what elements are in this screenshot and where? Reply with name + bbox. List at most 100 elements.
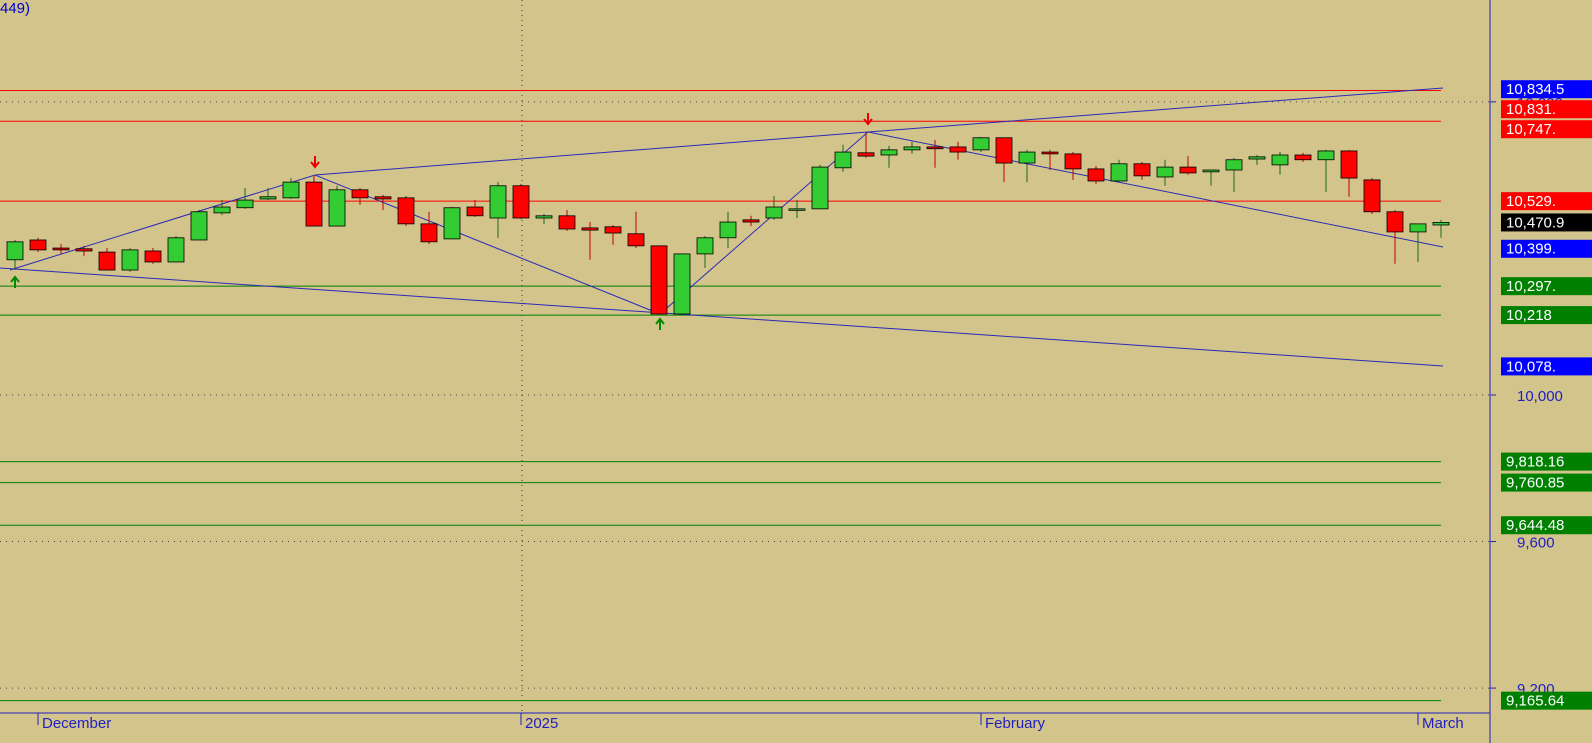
candle-body xyxy=(719,221,737,239)
candle-body xyxy=(1064,153,1082,170)
price-label-box xyxy=(1501,306,1592,325)
price-label-box xyxy=(1501,473,1592,492)
candle-body xyxy=(972,137,990,151)
candle-body xyxy=(98,251,116,271)
candle-body xyxy=(811,166,829,210)
price-label-box xyxy=(1501,277,1592,296)
sell-arrow xyxy=(863,113,873,126)
candle-body xyxy=(75,248,93,252)
price-label: 10,831. xyxy=(1506,101,1556,118)
candle-body xyxy=(903,146,921,151)
candle-body xyxy=(1087,168,1105,182)
candle-body xyxy=(1294,154,1312,161)
candle-body xyxy=(1271,154,1289,166)
x-tick-label: February xyxy=(985,715,1046,732)
candle-body xyxy=(1317,150,1335,161)
candle-body xyxy=(213,206,231,214)
candle-body xyxy=(1432,222,1450,226)
candle-body xyxy=(1156,166,1174,178)
candle-body xyxy=(443,207,461,240)
candle-body xyxy=(512,185,530,219)
price-label-box xyxy=(1501,100,1592,119)
candle-body xyxy=(259,196,277,200)
x-tick-label: December xyxy=(42,715,111,732)
candle-body xyxy=(1110,163,1128,182)
chart-title: 449) xyxy=(0,0,30,17)
candle-body xyxy=(949,146,967,153)
candle-body xyxy=(535,215,553,219)
candle-body xyxy=(926,146,944,150)
candle-body xyxy=(6,241,24,261)
candle-body xyxy=(673,253,691,315)
y-tick-label: 9,600 xyxy=(1517,534,1555,551)
price-label: 10,529. xyxy=(1506,193,1556,210)
candle-body xyxy=(604,226,622,234)
candle-body xyxy=(1248,156,1266,160)
price-label: 10,399. xyxy=(1506,241,1556,258)
candle-body xyxy=(167,237,185,263)
candles xyxy=(6,131,1450,316)
candle-body xyxy=(1133,163,1151,177)
price-label: 10,834.5 xyxy=(1506,81,1564,98)
price-label-box xyxy=(1501,452,1592,471)
candle-body xyxy=(650,245,668,315)
buy-arrow xyxy=(10,275,20,288)
candle-body xyxy=(627,233,645,247)
candle-body xyxy=(1409,223,1427,233)
candle-body xyxy=(190,211,208,241)
candle-body xyxy=(581,227,599,231)
price-label-box xyxy=(1501,192,1592,211)
signals xyxy=(10,113,873,330)
candle-body xyxy=(466,206,484,217)
candle-body xyxy=(765,206,783,219)
candle-body xyxy=(696,237,714,255)
price-label: 10,747. xyxy=(1506,121,1556,138)
candle-body xyxy=(995,137,1013,164)
candle-body xyxy=(121,249,139,271)
candle-body xyxy=(1386,211,1404,233)
price-label: 10,297. xyxy=(1506,278,1556,295)
price-label-box xyxy=(1501,213,1592,232)
lower-channel xyxy=(0,267,1444,367)
price-label-box xyxy=(1501,120,1592,139)
candle-body xyxy=(788,208,806,211)
price-label: 9,165.64 xyxy=(1506,693,1564,710)
price-label: 10,470.9 xyxy=(1506,214,1564,231)
candle-body xyxy=(834,151,852,169)
candle-body xyxy=(305,181,323,227)
candle-body xyxy=(420,223,438,243)
x-tick-label: March xyxy=(1422,715,1464,732)
candle-body xyxy=(1363,179,1381,213)
candle-body xyxy=(236,199,254,209)
price-label-box xyxy=(1501,357,1592,376)
candle-body xyxy=(1202,169,1220,173)
candle-body xyxy=(52,247,70,251)
candle-body xyxy=(1179,166,1197,174)
candle-body xyxy=(1041,151,1059,155)
candle-body xyxy=(489,185,507,219)
candle-body xyxy=(1340,150,1358,179)
x-tick-label: 2025 xyxy=(525,715,558,732)
price-label: 9,644.48 xyxy=(1506,517,1564,534)
candle-body xyxy=(144,250,162,263)
sell-arrow xyxy=(310,156,320,169)
price-label-box xyxy=(1501,691,1592,710)
candle-body xyxy=(880,149,898,156)
candle-body xyxy=(397,197,415,225)
candle-body xyxy=(1018,151,1036,164)
candle-body xyxy=(558,215,576,230)
price-label-box xyxy=(1501,239,1592,258)
candle-body xyxy=(742,219,760,223)
price-label: 10,218 xyxy=(1506,307,1552,324)
price-label: 9,818.16 xyxy=(1506,454,1564,471)
candle-body xyxy=(351,189,369,199)
candle-body xyxy=(328,189,346,227)
price-label-box xyxy=(1501,80,1592,99)
candle-body xyxy=(282,181,300,199)
y-tick-label: 10,000 xyxy=(1517,388,1563,405)
price-label-box xyxy=(1501,516,1592,535)
candle-body xyxy=(29,239,47,251)
buy-arrow xyxy=(655,317,665,330)
